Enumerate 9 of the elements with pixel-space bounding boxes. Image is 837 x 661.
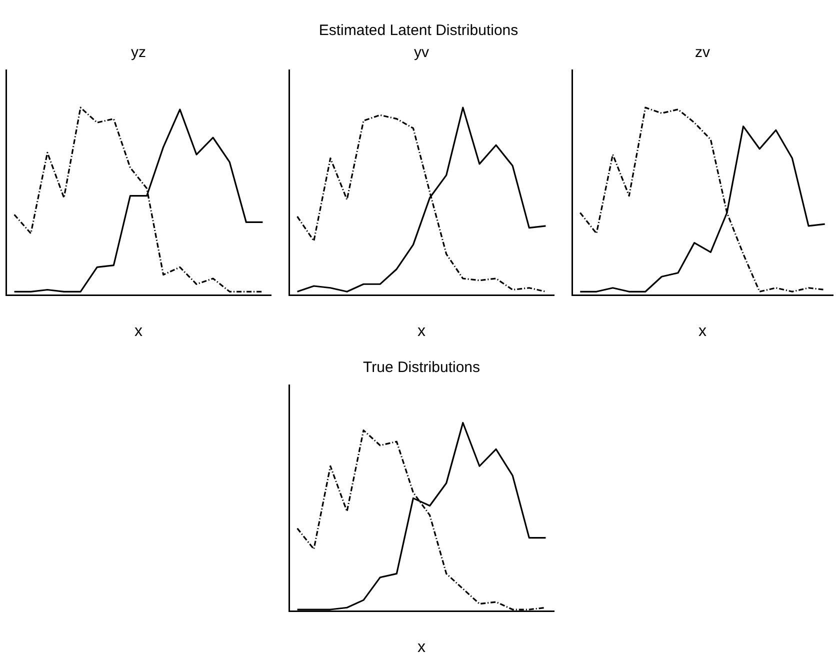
chart-title: yz [131, 44, 146, 62]
text: Estimated Latent Distributions [318, 22, 520, 39]
x-axis-title: x [418, 638, 426, 656]
chart-title: True Distributions [363, 359, 480, 376]
chart-title: yv [414, 44, 430, 62]
x-axis-title: x [698, 322, 706, 340]
chart-title: zv [695, 44, 710, 62]
x-axis-title: x [134, 322, 142, 340]
x-axis-title: x [418, 322, 426, 340]
